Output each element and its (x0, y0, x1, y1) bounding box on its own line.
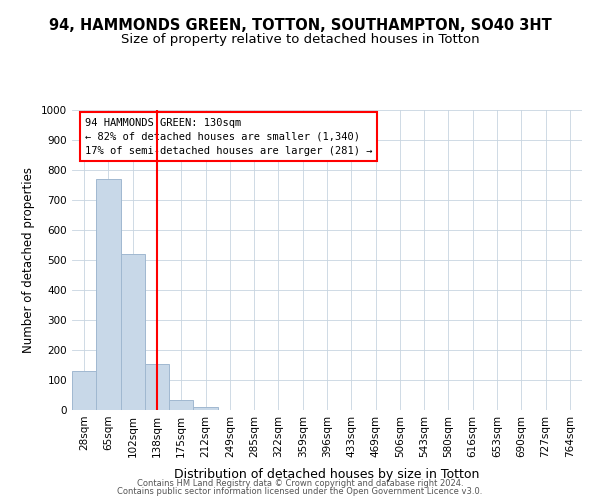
Text: 94, HAMMONDS GREEN, TOTTON, SOUTHAMPTON, SO40 3HT: 94, HAMMONDS GREEN, TOTTON, SOUTHAMPTON,… (49, 18, 551, 32)
Bar (169, 400, 193, 410)
Bar (193, 407, 218, 410)
Text: Size of property relative to detached houses in Totton: Size of property relative to detached ho… (121, 32, 479, 46)
Text: Contains public sector information licensed under the Open Government Licence v3: Contains public sector information licen… (118, 487, 482, 496)
X-axis label: Distribution of detached houses by size in Totton: Distribution of detached houses by size … (175, 468, 479, 481)
Bar (121, 254, 145, 410)
Bar (72, 371, 96, 410)
Bar (96, 179, 121, 410)
Text: Contains HM Land Registry data © Crown copyright and database right 2024.: Contains HM Land Registry data © Crown c… (137, 478, 463, 488)
Text: 94 HAMMONDS GREEN: 130sqm
← 82% of detached houses are smaller (1,340)
17% of se: 94 HAMMONDS GREEN: 130sqm ← 82% of detac… (85, 118, 372, 156)
Bar (145, 364, 169, 410)
Y-axis label: Number of detached properties: Number of detached properties (22, 167, 35, 353)
